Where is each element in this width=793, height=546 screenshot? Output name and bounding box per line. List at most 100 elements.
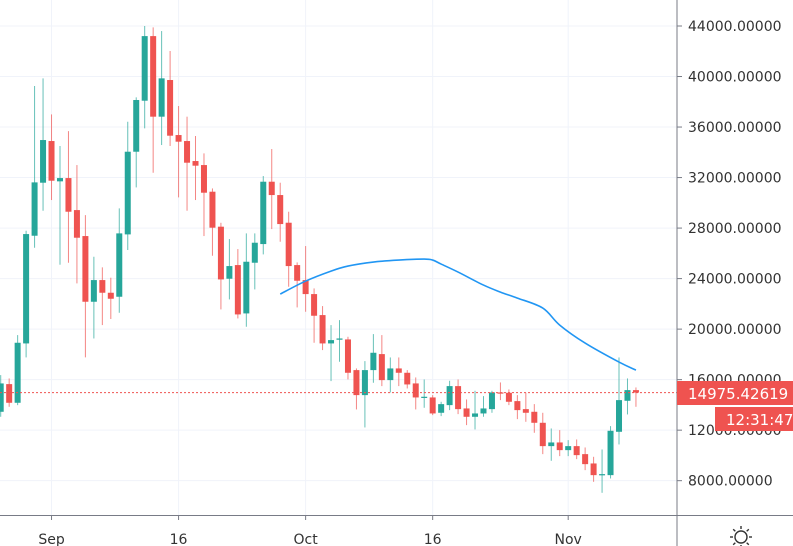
- moving-average-line: [279, 258, 637, 371]
- candle-body: [446, 386, 453, 406]
- time-axis-labels: Sep 16 Oct 16 Nov: [38, 515, 582, 546]
- candle: [590, 456, 597, 482]
- candle-body: [607, 430, 614, 476]
- candle-body: [116, 233, 123, 297]
- y-tick-label: 20000.00000: [688, 322, 782, 338]
- candle: [226, 239, 233, 300]
- candle-body: [522, 409, 529, 413]
- candle-body: [268, 181, 275, 196]
- candle: [124, 121, 131, 251]
- candle-body: [582, 454, 589, 465]
- candle: [192, 136, 199, 201]
- candle: [497, 382, 504, 401]
- candles: [0, 26, 639, 493]
- candle-body: [455, 386, 462, 410]
- candle-body: [82, 236, 89, 302]
- candle: [23, 230, 30, 358]
- x-tick-label: Oct: [294, 532, 319, 546]
- candle: [48, 114, 55, 201]
- candle-body: [90, 280, 97, 302]
- sun-gear-icon: [730, 526, 752, 546]
- candle: [616, 357, 623, 445]
- candle: [328, 325, 335, 382]
- candle: [463, 399, 470, 426]
- candle: [260, 176, 267, 255]
- candle-body: [0, 383, 4, 412]
- candle: [167, 51, 174, 146]
- candle-body: [209, 191, 216, 228]
- candle-body: [99, 280, 106, 293]
- candle: [582, 447, 589, 471]
- candle: [209, 188, 216, 256]
- candle: [65, 131, 72, 263]
- x-tick-label: Nov: [555, 532, 582, 546]
- candle-body: [387, 368, 394, 381]
- candle-body: [565, 446, 572, 451]
- candle-body: [141, 36, 148, 101]
- candle-body: [548, 442, 555, 447]
- candle-body: [378, 354, 385, 381]
- candle-body: [488, 392, 495, 410]
- x-tick-label: 16: [424, 532, 442, 546]
- candle-body: [40, 140, 47, 183]
- candle: [556, 430, 563, 457]
- candle-body: [23, 234, 30, 344]
- candle: [133, 97, 140, 188]
- candle: [632, 387, 639, 407]
- candle: [539, 412, 546, 455]
- candle-body: [107, 292, 114, 299]
- candle-body: [361, 370, 368, 396]
- candle-body: [556, 442, 563, 451]
- candle-body: [395, 368, 402, 373]
- candle: [531, 404, 538, 433]
- candle: [319, 306, 326, 351]
- y-tick-label: 32000.00000: [688, 171, 782, 187]
- candle-body: [6, 384, 13, 403]
- candle-body: [294, 265, 301, 281]
- candle-body: [632, 390, 639, 393]
- candle-body: [65, 178, 72, 212]
- candle-body: [217, 226, 224, 280]
- candle-body: [226, 266, 233, 279]
- candle-body: [167, 80, 174, 136]
- candle-body: [285, 222, 292, 267]
- candle-body: [56, 178, 63, 182]
- candle: [234, 249, 241, 319]
- candle-body: [192, 161, 199, 166]
- candle: [56, 145, 63, 265]
- y-tick-label: 24000.00000: [688, 272, 782, 288]
- candle: [446, 380, 453, 411]
- candle: [116, 208, 123, 313]
- candle: [522, 392, 529, 422]
- candle-body: [472, 413, 479, 417]
- last-price-tag: 14975.42619 12:31:47: [677, 381, 793, 431]
- candle-body: [73, 210, 80, 238]
- candle-body: [353, 370, 360, 396]
- candle-body: [412, 383, 419, 398]
- candle: [175, 106, 182, 198]
- candle-body: [251, 242, 258, 263]
- candle: [353, 368, 360, 410]
- settings-button[interactable]: [730, 526, 752, 546]
- candle: [514, 395, 521, 420]
- candle: [90, 256, 97, 339]
- candle: [158, 31, 165, 146]
- candle-body: [573, 446, 580, 456]
- candle: [268, 149, 275, 230]
- candle-body: [319, 315, 326, 344]
- candle: [99, 267, 106, 326]
- candle-body: [514, 401, 521, 411]
- candle-body: [302, 280, 309, 295]
- candle: [387, 357, 394, 393]
- candle: [421, 379, 428, 408]
- y-tick-label: 8000.00000: [688, 474, 773, 490]
- candle: [488, 390, 495, 413]
- grid: [0, 0, 677, 515]
- candle: [217, 222, 224, 310]
- candle-body: [599, 474, 606, 476]
- candle-body: [463, 408, 470, 417]
- x-tick-label: 16: [170, 532, 188, 546]
- y-tick-label: 28000.00000: [688, 221, 782, 237]
- candle: [0, 375, 4, 417]
